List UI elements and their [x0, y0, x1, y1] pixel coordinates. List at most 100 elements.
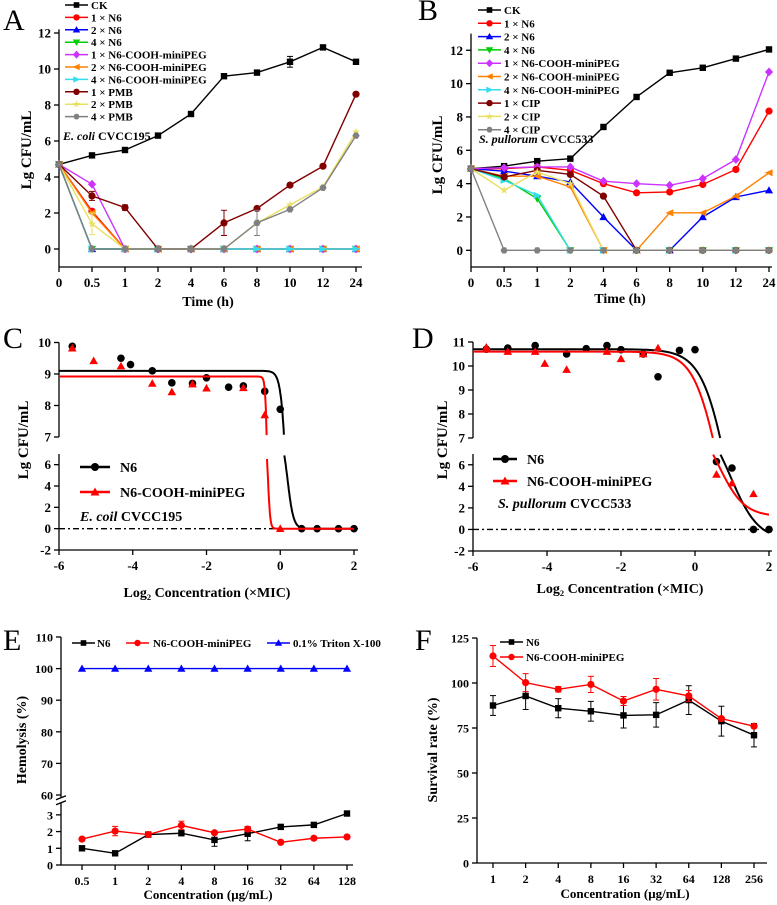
data-point-marker	[599, 247, 608, 254]
data-point-marker	[728, 464, 736, 472]
data-point-marker	[534, 157, 541, 165]
data-point-marker	[351, 127, 361, 136]
data-point-marker	[691, 345, 699, 354]
strain-genus: E. coli	[62, 129, 96, 143]
fit-curve	[473, 350, 714, 439]
legend-label: 2 × PMB	[91, 99, 133, 111]
data-point-marker	[121, 204, 129, 212]
y-tick-label: 110	[36, 631, 53, 645]
x-tick-label: 8	[254, 275, 261, 290]
data-point-marker	[126, 360, 135, 369]
axes	[468, 341, 772, 556]
data-point-marker	[244, 825, 252, 833]
y-tick-label: 8	[457, 109, 464, 124]
data-point-marker	[508, 639, 515, 645]
data-point-marker	[599, 192, 608, 200]
x-tick-label: 0	[277, 558, 284, 573]
panel-letter: D	[412, 322, 434, 355]
series-line	[470, 168, 769, 252]
data-point-marker	[319, 44, 327, 51]
data-point-marker	[154, 132, 162, 139]
data-point-marker	[765, 107, 773, 115]
data-point-marker	[712, 470, 721, 478]
data-point-marker	[202, 373, 211, 382]
x-tick-label: 4	[600, 275, 607, 290]
legend-label: 0.1% Triton X-100	[293, 638, 381, 650]
data-point-marker	[486, 99, 493, 107]
strain-id: CVCC533	[538, 132, 594, 146]
data-point-marker	[698, 209, 707, 217]
data-point-marker	[500, 247, 508, 254]
series-line	[470, 168, 769, 252]
data-point-marker	[486, 20, 493, 27]
data-point-marker	[500, 476, 510, 485]
data-point-marker	[220, 73, 228, 80]
legend-label: 4 × N6-COOH-miniPEG	[91, 74, 207, 86]
series-8	[54, 127, 361, 253]
series-4	[466, 67, 774, 190]
panel-letter: A	[3, 4, 25, 37]
data-point-marker	[764, 169, 773, 177]
x-tick-label: -6	[54, 558, 65, 573]
legend-item: 2 × N6	[65, 25, 122, 37]
y-tick-label: 1	[47, 842, 53, 856]
y-tick-label: 60	[41, 789, 53, 803]
data-point-marker	[73, 2, 80, 8]
data-point-marker	[111, 850, 119, 857]
x-tick-label: 0	[468, 275, 475, 290]
data-point-marker	[602, 347, 612, 355]
legend-item: 4 × N6-COOH-miniPEG	[478, 85, 620, 97]
data-point-marker	[73, 113, 80, 120]
legend-label: 2 × N6	[504, 32, 535, 44]
data-point-marker	[587, 708, 595, 715]
x-tick-label: 2	[567, 275, 574, 290]
legend-item: N6-COOH-miniPEG	[500, 652, 625, 664]
data-point-marker	[619, 697, 628, 705]
x-tick-label: 8	[588, 872, 594, 886]
series-0	[489, 681, 758, 748]
data-point-marker	[253, 245, 262, 253]
strain-id: CVCC195	[95, 129, 151, 143]
y-tick-label: 4	[45, 170, 52, 185]
data-point-marker	[220, 219, 228, 227]
data-point-marker	[765, 525, 773, 534]
data-point-marker	[567, 155, 574, 162]
x-tick-label: 2	[351, 558, 358, 573]
x-axis-title: Time (h)	[182, 295, 234, 310]
data-point-marker	[522, 692, 529, 700]
fit-curve	[59, 369, 285, 435]
strain-id: CVCC533	[566, 497, 631, 512]
y-tick-label: 8	[459, 407, 466, 422]
legend-label: 4 × N6	[91, 37, 122, 49]
data-point-marker	[147, 379, 157, 387]
y-tick-label: 2	[45, 206, 52, 221]
series-3	[466, 165, 774, 255]
x-tick-label: 2	[155, 275, 162, 290]
data-point-marker	[653, 343, 663, 352]
x-axis-title: Concentration (μg/mL)	[560, 886, 689, 901]
data-point-marker	[633, 93, 640, 101]
series-1	[55, 160, 360, 253]
series-line	[470, 48, 770, 170]
legend-label: N6	[527, 453, 544, 468]
legend-label: N6	[97, 638, 111, 650]
x-tick-label: 24	[350, 275, 364, 290]
y-axis-title: Lg CFU/mL	[430, 116, 446, 195]
legend-item: N6-COOH-miniPEG	[126, 638, 252, 650]
y-tick-label: -2	[454, 544, 465, 559]
data-point-marker	[352, 58, 360, 65]
strain-genus: E. coil	[79, 510, 117, 525]
y-tick-label: 7	[45, 430, 52, 445]
data-point-marker	[77, 664, 87, 672]
data-point-marker	[148, 367, 157, 375]
data-point-marker	[73, 14, 80, 21]
x-axis-title: Log₂ Concentration (×MIC)	[537, 582, 704, 597]
data-point-marker	[91, 463, 99, 471]
x-tick-label: 0.5	[75, 874, 90, 888]
data-point-marker	[121, 146, 129, 154]
y-tick-label: 10	[38, 62, 51, 77]
data-point-marker	[566, 247, 574, 254]
data-point-marker	[310, 834, 318, 842]
x-tick-label: 256	[745, 872, 763, 886]
data-point-marker	[522, 679, 530, 687]
